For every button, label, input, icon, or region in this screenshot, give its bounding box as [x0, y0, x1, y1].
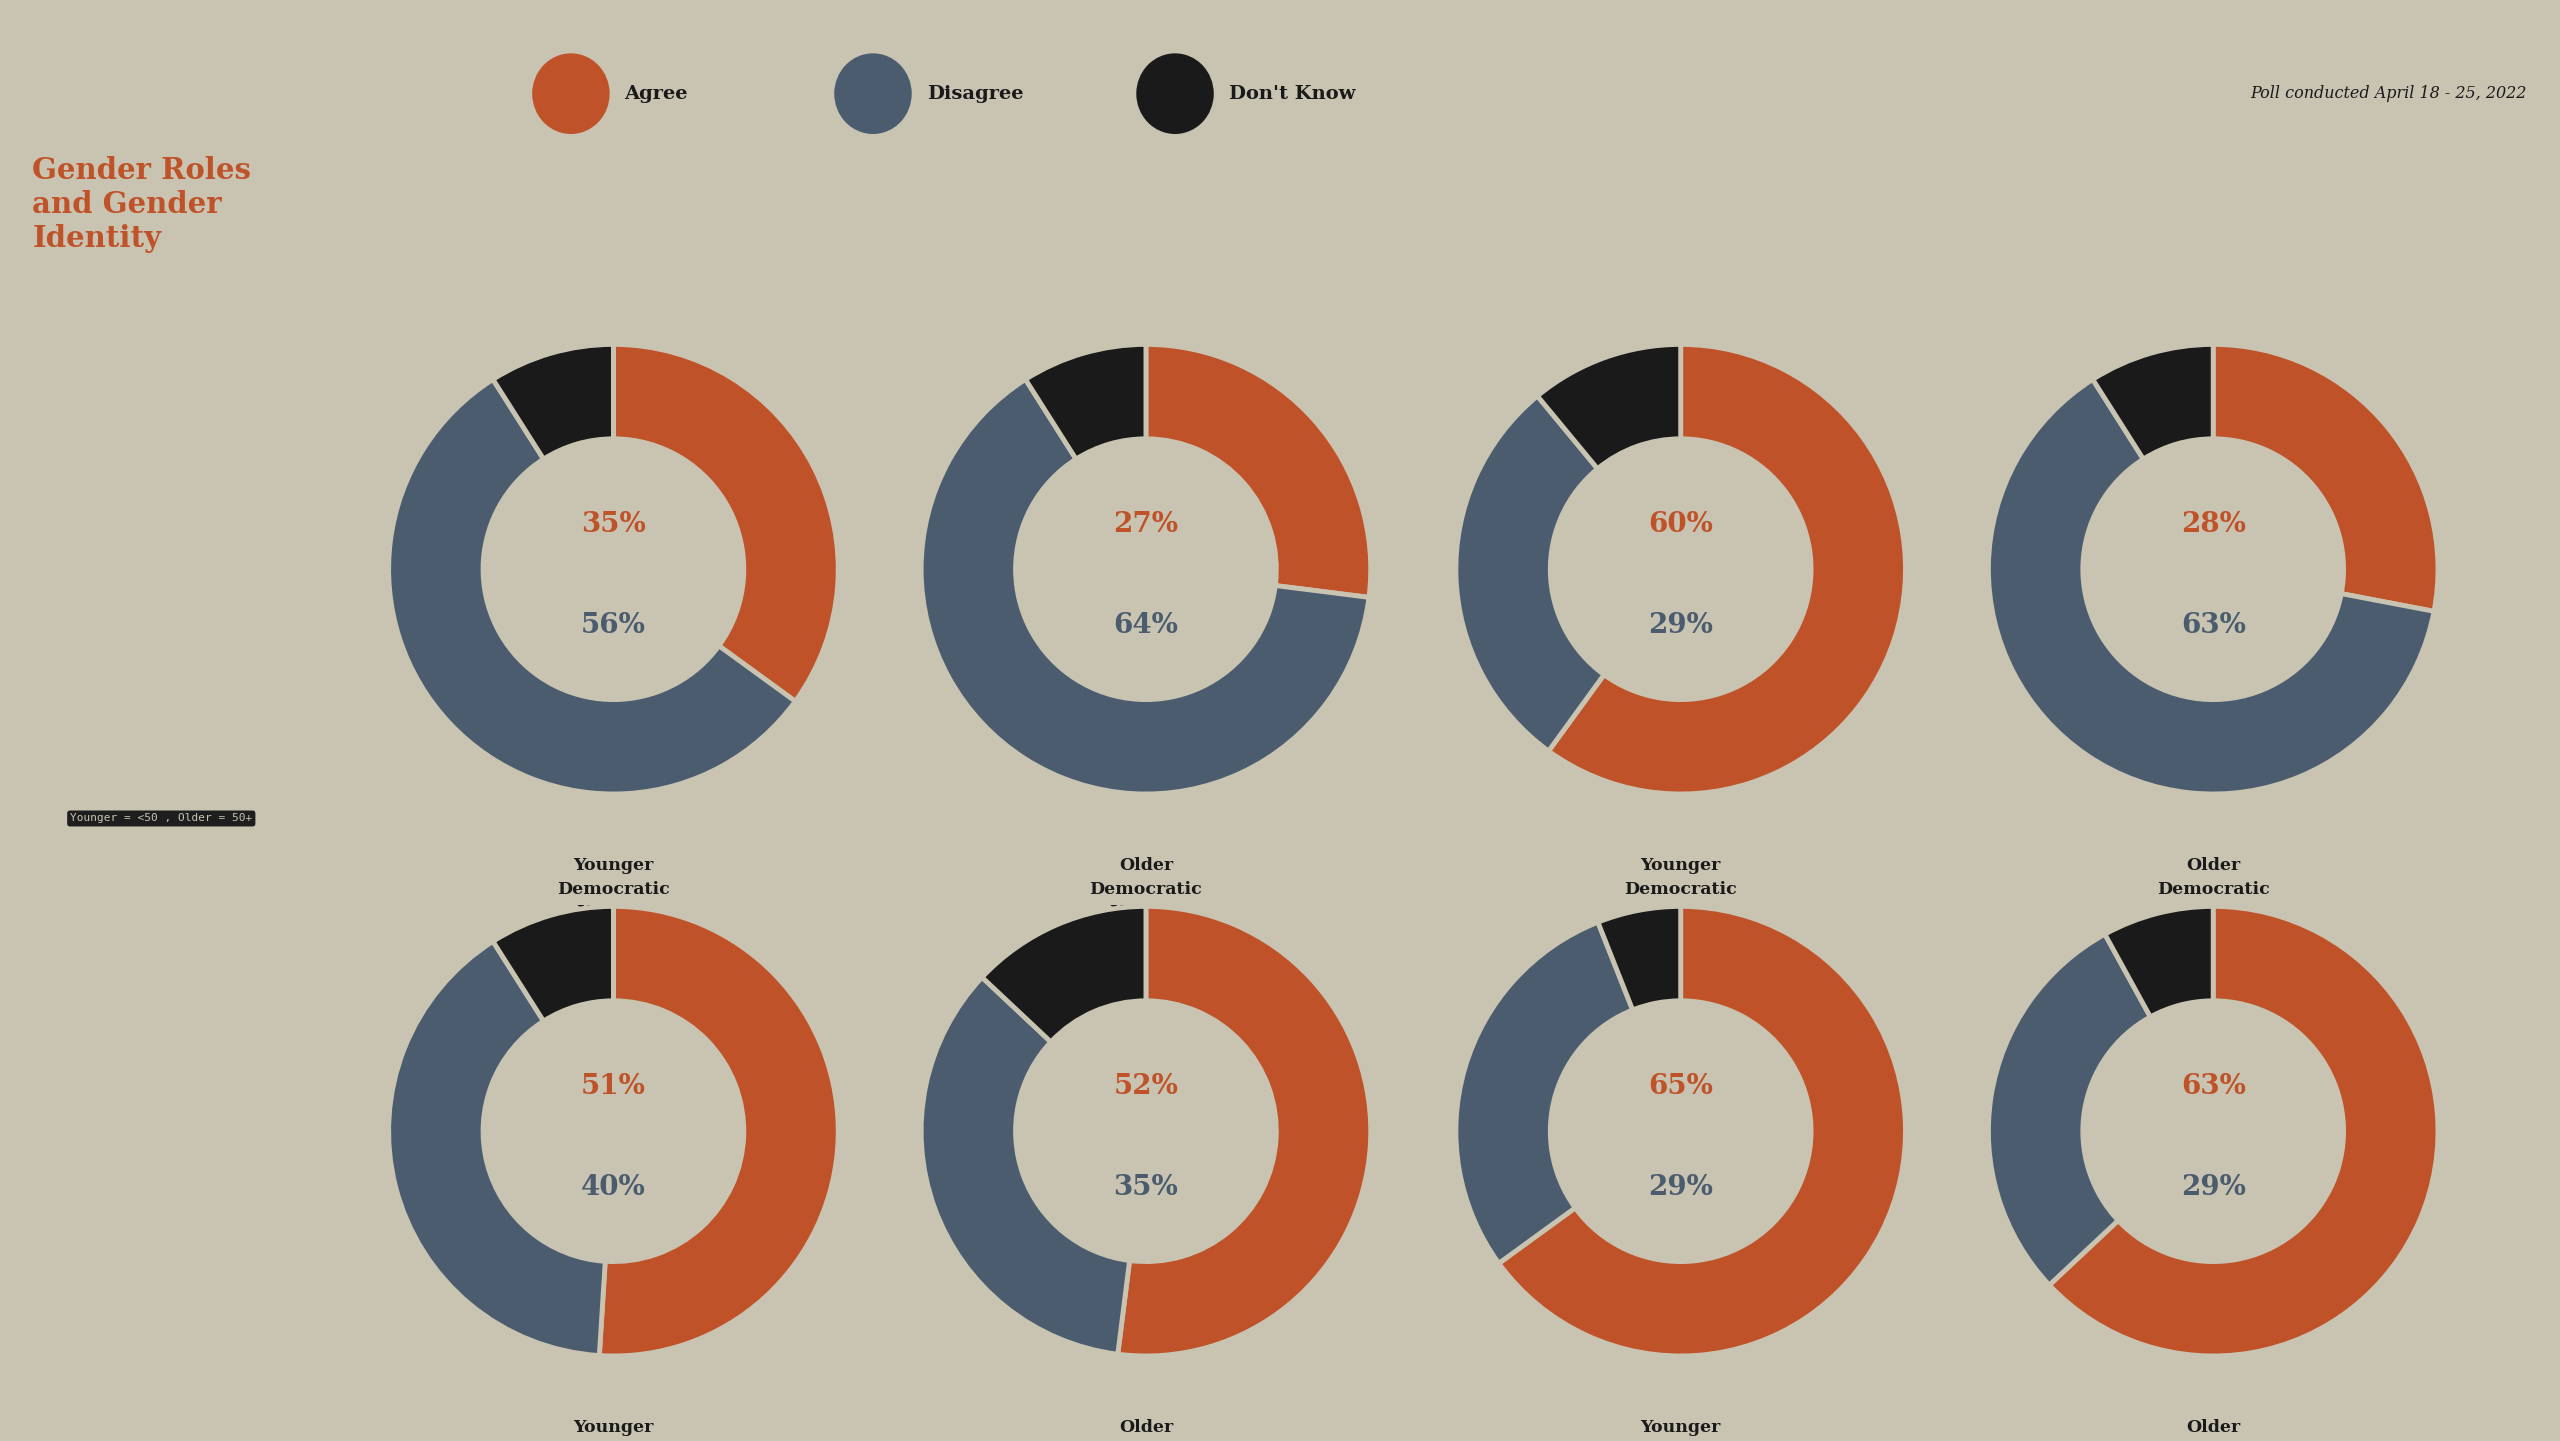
Text: 60%: 60% [1649, 510, 1713, 537]
Wedge shape [1119, 906, 1370, 1356]
Text: Disagree: Disagree [927, 85, 1024, 102]
Text: 29%: 29% [1649, 612, 1713, 638]
Ellipse shape [1137, 53, 1213, 134]
Wedge shape [1989, 934, 2150, 1285]
Text: 65%: 65% [1649, 1072, 1713, 1099]
Text: 63%: 63% [2181, 612, 2245, 638]
Text: SECTION 2: SECTION 2 [33, 94, 110, 108]
Wedge shape [1027, 344, 1147, 460]
Text: Younger
Republican
Women: Younger Republican Women [558, 1419, 668, 1441]
Wedge shape [614, 344, 837, 702]
Text: 29%: 29% [2181, 1174, 2245, 1200]
Text: 27%: 27% [1114, 510, 1178, 537]
Text: Younger
Democratic
Women: Younger Democratic Women [558, 857, 671, 921]
Wedge shape [2214, 344, 2437, 611]
Text: Agree: Agree [625, 85, 689, 102]
Text: 40%: 40% [581, 1174, 645, 1200]
Wedge shape [983, 906, 1147, 1042]
Text: 35%: 35% [1114, 1174, 1178, 1200]
Wedge shape [389, 941, 604, 1356]
Wedge shape [2104, 906, 2214, 1017]
Ellipse shape [835, 53, 911, 134]
Text: Agreement that “men should
be represented and valued more
in our society” by age: Agreement that “men should be represente… [33, 550, 243, 615]
Text: 52%: 52% [1114, 1072, 1178, 1099]
Wedge shape [599, 906, 837, 1356]
Wedge shape [922, 977, 1129, 1355]
Text: Younger
Republican
Men: Younger Republican Men [1626, 1419, 1736, 1441]
Wedge shape [1498, 906, 1905, 1356]
Wedge shape [2092, 344, 2214, 460]
Text: 35%: 35% [581, 510, 645, 537]
Wedge shape [494, 344, 614, 460]
Wedge shape [1549, 344, 1905, 794]
Text: Older
Democratic
Men: Older Democratic Men [2158, 857, 2271, 921]
Ellipse shape [532, 53, 609, 134]
Text: Older
Republican
Women: Older Republican Women [1091, 1419, 1201, 1441]
Text: 28%: 28% [2181, 510, 2245, 537]
Wedge shape [1457, 922, 1633, 1264]
Text: Younger = <50 , Older = 50+: Younger = <50 , Older = 50+ [69, 814, 253, 823]
Text: 29%: 29% [1649, 1174, 1713, 1200]
Text: 51%: 51% [581, 1072, 645, 1099]
Wedge shape [389, 379, 796, 794]
Wedge shape [1539, 344, 1682, 468]
Text: 63%: 63% [2181, 1072, 2245, 1099]
Text: Older
Republican
Men: Older Republican Men [2158, 1419, 2268, 1441]
Wedge shape [494, 906, 614, 1022]
Text: Don't Know: Don't Know [1229, 85, 1354, 102]
Wedge shape [922, 379, 1370, 794]
Text: Older
Democratic
Women: Older Democratic Women [1091, 857, 1203, 921]
Text: Younger
Democratic
Men: Younger Democratic Men [1623, 857, 1738, 921]
Text: 56%: 56% [581, 612, 645, 638]
Text: Gender Roles
and Gender
Identity: Gender Roles and Gender Identity [33, 156, 251, 252]
Text: 64%: 64% [1114, 612, 1178, 638]
Wedge shape [1457, 396, 1605, 751]
Wedge shape [1147, 344, 1370, 598]
Wedge shape [1597, 906, 1682, 1010]
Wedge shape [2051, 906, 2437, 1356]
Wedge shape [1989, 379, 2435, 794]
Text: Poll conducted April 18 - 25, 2022: Poll conducted April 18 - 25, 2022 [2250, 85, 2527, 102]
